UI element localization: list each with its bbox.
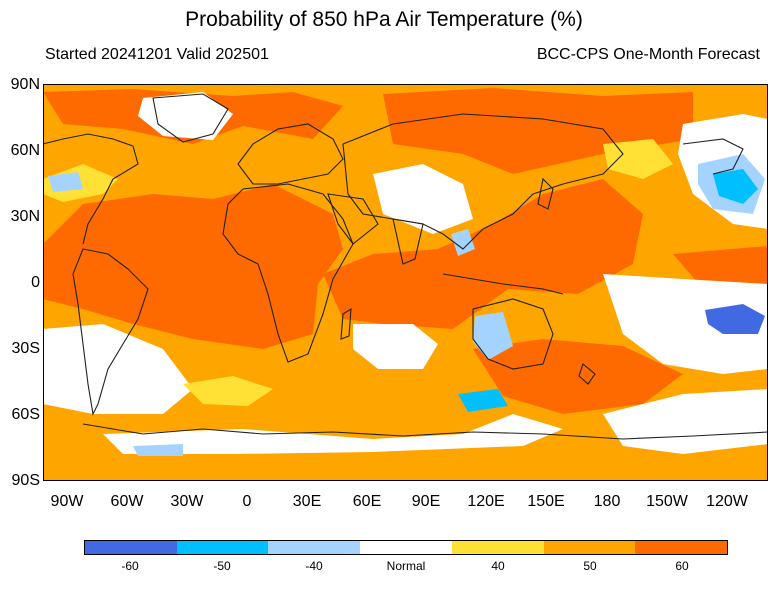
coastline-alaska bbox=[682, 138, 744, 175]
warm-region-east-pacific bbox=[673, 246, 768, 294]
legend-label-40: 40 bbox=[491, 559, 505, 573]
coastline-south-america bbox=[72, 248, 149, 416]
cold-anomaly-regions bbox=[48, 154, 765, 456]
coastline-japan bbox=[537, 177, 554, 210]
lon-label-90e: 90E bbox=[411, 493, 441, 510]
coastline-greenland bbox=[152, 93, 229, 143]
lon-label-120w: 120W bbox=[706, 493, 748, 510]
legend-swatch-60 bbox=[635, 541, 728, 554]
light-warm-region-north-pacific bbox=[603, 139, 673, 179]
lon-label-90w: 90W bbox=[50, 493, 84, 510]
legend-swatch-minus-60 bbox=[85, 541, 177, 554]
lat-label-30s: 30S bbox=[11, 340, 40, 357]
cold-region-antarctic-coast bbox=[133, 444, 183, 456]
coastline-new-zealand bbox=[578, 363, 596, 385]
light-warm-regions bbox=[43, 139, 673, 406]
coastline-arabia bbox=[327, 193, 379, 245]
coastline-india bbox=[392, 218, 424, 265]
coastline-australia bbox=[472, 298, 554, 370]
normal-regions bbox=[43, 92, 768, 454]
normal-region-south-atlantic bbox=[43, 324, 193, 414]
warm-region-siberia bbox=[383, 88, 693, 174]
legend-label-minus-40: -40 bbox=[305, 559, 323, 573]
lat-label-0: 0 bbox=[31, 274, 40, 291]
lat-label-60s: 60S bbox=[11, 406, 40, 423]
coastline-africa bbox=[222, 183, 354, 363]
lon-label-120e: 120E bbox=[467, 493, 505, 510]
cold-region-south-pacific-strong bbox=[705, 304, 765, 334]
normal-region-south-indian bbox=[353, 324, 438, 369]
lat-label-90s: 90S bbox=[11, 472, 40, 489]
legend-label-minus-50: -50 bbox=[213, 559, 231, 573]
coastline-asia bbox=[342, 113, 624, 250]
coastline-europe bbox=[237, 123, 344, 185]
lon-label-60w: 60W bbox=[110, 493, 144, 510]
coastline-madagascar bbox=[340, 307, 352, 340]
legend-label-60: 60 bbox=[675, 559, 689, 573]
legend-label-normal: Normal bbox=[386, 559, 426, 573]
color-legend bbox=[84, 540, 728, 555]
coastline-indonesia bbox=[442, 273, 564, 295]
probability-map bbox=[43, 84, 768, 481]
map-title: Probability of 850 hPa Air Temperature (… bbox=[185, 8, 583, 31]
warm-region-tropical-atlantic-africa bbox=[43, 184, 343, 349]
legend-label-minus-60: -60 bbox=[121, 559, 139, 573]
warm-region-indian-pacific bbox=[323, 179, 643, 329]
coastline-antarctica bbox=[82, 423, 768, 440]
forecast-source: BCC-CPS One-Month Forecast bbox=[536, 46, 760, 63]
lon-label-150e: 150E bbox=[527, 493, 565, 510]
cold-region-south-china-sea bbox=[451, 229, 475, 256]
light-warm-region-south-atlantic bbox=[183, 376, 273, 406]
lat-label-60n: 60N bbox=[10, 142, 40, 159]
legend-swatch-minus-40 bbox=[268, 541, 361, 554]
warm-region-southern-ocean bbox=[473, 339, 683, 414]
lon-label-30e: 30E bbox=[292, 493, 322, 510]
lon-label-60e: 60E bbox=[352, 493, 382, 510]
legend-swatch-50 bbox=[543, 541, 636, 554]
normal-region-antarctic bbox=[103, 414, 563, 454]
cold-region-alaska-mid bbox=[713, 169, 758, 204]
normal-region-tropical-pacific bbox=[603, 274, 768, 374]
normal-region-central-asia bbox=[373, 164, 473, 234]
lat-label-30n: 30N bbox=[10, 208, 40, 225]
forecast-dates: Started 20241201 Valid 202501 bbox=[45, 46, 269, 63]
cold-region-southern-ocean bbox=[458, 389, 508, 412]
lon-label-180: 180 bbox=[593, 493, 621, 510]
lon-label-150w: 150W bbox=[646, 493, 688, 510]
cold-region-australia bbox=[473, 312, 513, 360]
lat-label-90n: 90N bbox=[10, 76, 40, 93]
coastlines bbox=[43, 93, 768, 440]
normal-region-greenland bbox=[138, 92, 233, 140]
legend-swatch-normal bbox=[360, 541, 452, 554]
legend-swatch-40 bbox=[451, 541, 544, 554]
lon-label-30w: 30W bbox=[170, 493, 204, 510]
lon-label-0: 0 bbox=[242, 493, 252, 510]
coastline-north-america bbox=[43, 133, 139, 245]
strong-warm-regions bbox=[43, 88, 768, 414]
cold-region-canada bbox=[48, 172, 83, 192]
legend-label-50: 50 bbox=[583, 559, 597, 573]
legend-swatch-minus-50 bbox=[176, 541, 269, 554]
